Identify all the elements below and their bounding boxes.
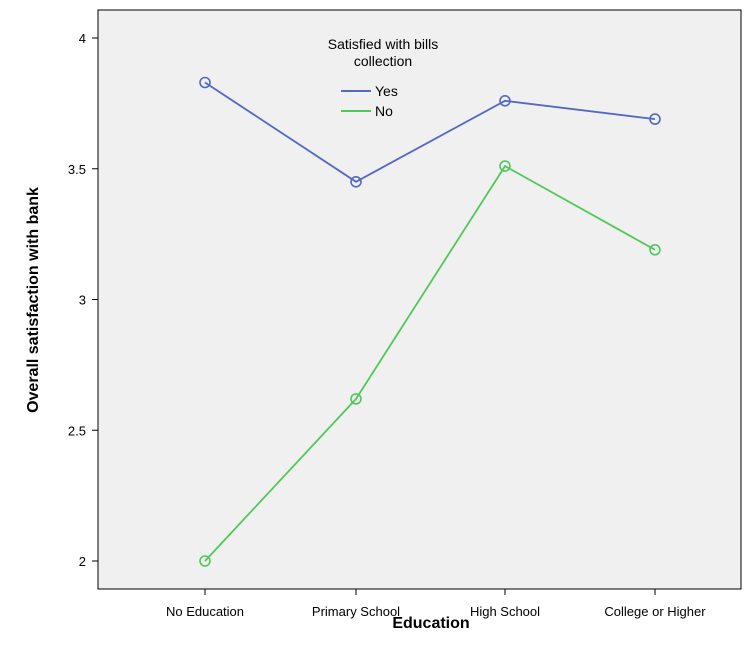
legend-label-yes: Yes [375, 83, 398, 99]
legend-label-no: No [375, 103, 393, 119]
legend: Satisfied with bills collection Yes No [328, 36, 439, 119]
data-point-yes [350, 176, 362, 188]
x-tick-label: College or Higher [604, 604, 706, 619]
series-line-no [204, 164, 656, 562]
y-axis: 2 2.5 3 3.5 4 [68, 31, 98, 569]
x-tick-label: No Education [166, 604, 244, 619]
x-axis: No Education Primary School High School Col… [166, 589, 706, 619]
y-axis-title: Overall satisfaction with bank [25, 187, 42, 413]
data-point-no [199, 555, 211, 567]
data-point-no [499, 160, 511, 172]
y-tick-label: 3.5 [68, 162, 86, 177]
series-line-yes [204, 81, 656, 183]
y-tick-label: 3 [79, 293, 86, 308]
legend-title-line1: Satisfied with bills [328, 36, 439, 52]
y-tick-label: 4 [79, 31, 86, 46]
data-point-yes [649, 113, 661, 125]
y-tick-label: 2 [79, 554, 86, 569]
data-point-yes [499, 95, 511, 107]
legend-title-line2: collection [354, 53, 412, 69]
y-tick-label: 2.5 [68, 423, 86, 438]
x-tick-label: High School [470, 604, 540, 619]
data-point-no [350, 393, 362, 405]
x-tick-label: Primary School [312, 604, 400, 619]
series-layer [199, 76, 661, 567]
x-axis-title: Education [392, 615, 469, 632]
data-point-yes [199, 76, 211, 89]
data-point-no [649, 244, 661, 256]
